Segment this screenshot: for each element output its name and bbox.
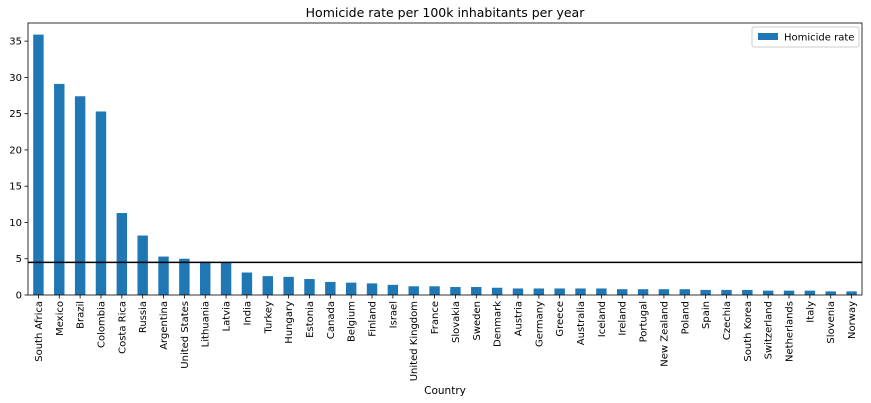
bar-south-africa [33, 34, 44, 295]
bar-iceland [596, 288, 607, 295]
x-tick-label: Latvia [222, 301, 233, 331]
bar-mexico [54, 83, 65, 295]
x-tick-label: Lithuania [201, 301, 212, 347]
legend-box [751, 26, 860, 48]
x-tick-label: Estonia [305, 301, 316, 338]
x-tick-label: Australia [576, 301, 587, 345]
bar-brazil [74, 96, 86, 295]
bar-canada [325, 281, 336, 295]
bar-germany [533, 288, 545, 295]
bar-austria [512, 288, 524, 295]
bar-switzerland [762, 290, 774, 295]
bar-argentina [158, 256, 169, 295]
x-tick-label: Netherlands [785, 301, 796, 362]
bar-belgium [345, 282, 357, 295]
bar-turkey [262, 276, 273, 295]
bar-portugal [637, 289, 649, 295]
x-tick-label: Greece [555, 301, 566, 337]
x-tick-label: Ireland [618, 301, 629, 336]
bar-israel [387, 284, 399, 295]
x-tick-label: Spain [701, 301, 712, 329]
x-tick-label: Sweden [472, 301, 483, 341]
x-tick-label: United States [180, 301, 191, 369]
x-tick-label: Slovakia [451, 301, 462, 343]
x-tick-label: Switzerland [764, 301, 775, 359]
bar-russia [137, 235, 148, 295]
x-tick-label: Portugal [639, 301, 650, 342]
bar-united-states [179, 258, 190, 295]
x-tick-label: Poland [680, 301, 691, 334]
y-tick-label: 35 [9, 37, 22, 48]
x-tick-label: Mexico [55, 301, 66, 336]
x-tick-label: Norway [847, 301, 858, 339]
x-axis: South Africa Mexico Brazil Colombia Costa Ri… [34, 295, 858, 381]
plot-frame [27, 22, 863, 296]
bar-new-zealand [658, 289, 670, 295]
x-tick-label: Italy [805, 301, 816, 323]
bar-ireland [617, 289, 628, 295]
x-tick-label: Denmark [493, 301, 504, 347]
y-axis: 0 5 10 15 20 25 30 35 [9, 37, 28, 302]
x-tick-label: Germany [534, 301, 545, 347]
bar-lithuania [200, 261, 211, 295]
y-tick-label: 10 [9, 218, 22, 229]
bar-united-kingdom [408, 286, 419, 295]
y-tick-label: 30 [9, 73, 22, 84]
y-tick-label: 20 [9, 145, 22, 156]
x-tick-label: Israel [388, 301, 399, 328]
x-tick-label: Canada [326, 301, 337, 339]
x-tick-label: Hungary [284, 301, 295, 344]
bar-latvia [220, 262, 232, 295]
x-tick-label: Costa Rica [117, 301, 128, 354]
legend-label: Homicide rate [784, 33, 854, 44]
bar-sweden [471, 287, 482, 295]
bar-czechia [721, 289, 732, 295]
bar-colombia [95, 111, 107, 296]
bar-hungary [283, 276, 294, 295]
bar-australia [575, 288, 586, 295]
y-tick-label: 25 [9, 109, 22, 120]
x-tick-label: Iceland [597, 301, 608, 337]
y-tick-label: 15 [9, 182, 22, 193]
bar-finland [366, 283, 378, 295]
bar-poland [679, 289, 690, 295]
x-tick-label: New Zealand [659, 301, 670, 367]
x-tick-label: Colombia [96, 301, 107, 348]
legend-swatch [758, 33, 778, 40]
bar-costa-rica [116, 213, 128, 295]
x-tick-label: France [430, 301, 441, 334]
bar-norway [846, 291, 857, 295]
x-tick-label: Austria [513, 301, 524, 336]
legend: Homicide rate [751, 26, 860, 48]
bar-slovenia [825, 291, 836, 295]
x-tick-label: Turkey [263, 301, 274, 335]
x-tick-label: United Kingdom [409, 301, 420, 381]
x-tick-label: Finland [368, 301, 379, 337]
x-tick-label: South Africa [34, 301, 45, 362]
x-tick-label: Belgium [347, 301, 358, 342]
bars-group [33, 34, 857, 296]
x-tick-label: South Korea [743, 301, 754, 362]
x-tick-label: Argentina [159, 301, 170, 350]
y-tick-label: 5 [16, 254, 22, 265]
x-tick-label: Czechia [722, 301, 733, 340]
bar-india [241, 272, 253, 295]
chart-title: Homicide rate per 100k inhabitants per y… [306, 5, 586, 20]
bar-estonia [304, 279, 315, 295]
bar-france [429, 286, 440, 295]
x-tick-label: Brazil [76, 301, 87, 329]
x-tick-label: Slovenia [826, 301, 837, 344]
y-tick-label: 0 [16, 291, 22, 302]
bar-italy [804, 290, 816, 295]
x-axis-label: Country [424, 385, 466, 397]
bar-south-korea [742, 289, 753, 295]
x-tick-label: Russia [138, 301, 149, 333]
bar-slovakia [450, 287, 461, 295]
bar-spain [700, 289, 711, 295]
bar-greece [554, 288, 565, 295]
bar-netherlands [783, 290, 795, 295]
bar-denmark [491, 287, 503, 295]
x-tick-label: India [242, 301, 253, 326]
